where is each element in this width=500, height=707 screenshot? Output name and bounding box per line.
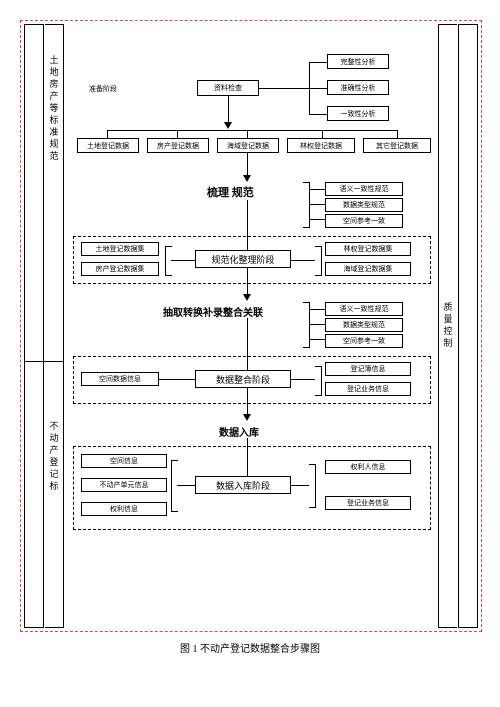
conn (171, 260, 195, 261)
leaf-3: 一致性分析 (327, 106, 389, 121)
src-3: 海域登记数据 (217, 138, 279, 153)
conn (291, 260, 315, 261)
s3-r-1: 权利人信息 (325, 460, 411, 474)
s3-title: 数据入库 (219, 424, 259, 439)
conn (291, 379, 315, 380)
conn (247, 268, 248, 296)
s1-sub: 规范化整理阶段 (195, 250, 291, 268)
arrow (243, 175, 251, 182)
s2-sub: 数据整合阶段 (195, 370, 291, 388)
conn (309, 88, 327, 89)
s3-l-2: 不动产单元信息 (81, 478, 167, 492)
conn (309, 189, 325, 190)
page: 土地房产等标准规范 不动产登记标 质量控制 准备阶段 资料检查 完整性分析 准确… (0, 0, 500, 707)
conn (309, 114, 327, 115)
conn (397, 130, 398, 138)
conn (107, 130, 397, 131)
s1-l-1: 土地登记数据集 (81, 242, 159, 256)
conn (259, 88, 309, 89)
col-left-lower-text: 不动产登记标 (45, 361, 63, 688)
col-right-text: 质量控制 (439, 25, 457, 627)
conn (309, 204, 325, 205)
conn (309, 324, 325, 325)
conn (228, 96, 229, 124)
s1-rb-1: 林权登记数据集 (325, 242, 411, 256)
conn (159, 379, 195, 380)
s2-rt-3: 空间参考一致 (325, 334, 403, 348)
conn (107, 130, 108, 138)
conn (309, 339, 325, 340)
s1-rb-2: 海域登记数据集 (325, 262, 411, 276)
s2-rb-2: 登记业务信息 (325, 382, 411, 396)
conn (247, 318, 248, 370)
caption: 图 1 不动产登记数据整合步骤图 (0, 640, 500, 655)
s3-l-3: 权利信息 (81, 502, 167, 516)
prep-label: 准备阶段 (89, 84, 117, 94)
s1-l-2: 房产登记数据集 (81, 262, 159, 276)
bracket (315, 246, 322, 276)
conn (247, 130, 248, 138)
s2-rb-1: 登记簿信息 (325, 362, 411, 376)
conn (247, 438, 248, 476)
s3-r-2: 登记业务信息 (325, 496, 411, 510)
arrow (243, 414, 251, 421)
bracket (171, 460, 178, 512)
leaf-2: 准确性分析 (327, 80, 389, 95)
frame: 土地房产等标准规范 不动产登记标 质量控制 准备阶段 资料检查 完整性分析 准确… (20, 20, 482, 632)
canvas: 准备阶段 资料检查 完整性分析 准确性分析 一致性分析 土地登记数据 房产登记数… (67, 24, 435, 628)
src-5: 其它登记数据 (363, 138, 431, 153)
conn (309, 219, 325, 220)
conn (309, 309, 325, 310)
src-2: 房产登记数据 (147, 138, 209, 153)
leaf-1: 完整性分析 (327, 54, 389, 69)
conn (247, 388, 248, 416)
conn (177, 130, 178, 138)
conn (247, 153, 248, 177)
conn (291, 485, 309, 486)
s2-l-1: 空间数据信息 (81, 372, 159, 386)
bracket (309, 464, 316, 508)
col-right-outer (458, 24, 478, 628)
col-right-inner: 质量控制 (438, 24, 457, 628)
s1-title: 梳理 规范 (207, 184, 254, 200)
conn (322, 130, 323, 138)
conn (177, 485, 195, 486)
s1-rt-2: 数据类型规范 (325, 198, 403, 212)
bracket (315, 366, 322, 396)
conn (309, 62, 327, 63)
s2-rt-1: 语义一致性规范 (325, 302, 403, 316)
s1-rt-3: 空间参考一致 (325, 214, 403, 228)
arrow (224, 122, 232, 129)
s2-rt-2: 数据类型规范 (325, 318, 403, 332)
root-box: 资料检查 (197, 80, 259, 96)
s2-title: 抽取转换补录整合关联 (163, 304, 263, 319)
conn (247, 200, 248, 250)
src-1: 土地登记数据 (77, 138, 139, 153)
arrow (243, 294, 251, 301)
s1-rt-1: 语义一致性规范 (325, 182, 403, 196)
s3-l-1: 空间信息 (81, 454, 167, 468)
s3-sub: 数据入库阶段 (195, 476, 291, 494)
src-4: 林权登记数据 (287, 138, 355, 153)
bracket (165, 246, 172, 276)
col-left-outer (24, 24, 44, 628)
